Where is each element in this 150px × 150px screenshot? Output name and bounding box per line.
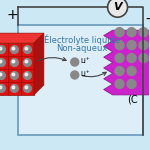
Text: Non-aqueux: Non-aqueux bbox=[56, 44, 107, 53]
FancyArrowPatch shape bbox=[37, 58, 66, 61]
Circle shape bbox=[139, 54, 148, 63]
Circle shape bbox=[0, 47, 2, 50]
Text: Li⁺: Li⁺ bbox=[81, 71, 90, 77]
Text: V: V bbox=[113, 2, 122, 12]
Circle shape bbox=[24, 59, 31, 66]
Text: Électrolyte liquide: Électrolyte liquide bbox=[44, 35, 120, 45]
Circle shape bbox=[25, 47, 28, 50]
Circle shape bbox=[139, 28, 148, 37]
Text: (C: (C bbox=[127, 95, 138, 105]
Circle shape bbox=[0, 46, 5, 54]
Circle shape bbox=[139, 41, 148, 50]
Circle shape bbox=[11, 85, 18, 92]
Circle shape bbox=[127, 67, 136, 75]
FancyBboxPatch shape bbox=[18, 25, 142, 135]
Circle shape bbox=[25, 73, 28, 76]
Circle shape bbox=[127, 54, 136, 63]
Circle shape bbox=[11, 59, 18, 66]
Polygon shape bbox=[104, 30, 150, 95]
Circle shape bbox=[115, 41, 124, 50]
Circle shape bbox=[127, 41, 136, 50]
Circle shape bbox=[0, 59, 5, 66]
Circle shape bbox=[115, 54, 124, 63]
Polygon shape bbox=[0, 33, 44, 43]
Bar bbox=[0, 43, 34, 95]
FancyArrowPatch shape bbox=[82, 72, 106, 77]
Circle shape bbox=[0, 85, 5, 92]
Circle shape bbox=[25, 60, 28, 63]
Text: -: - bbox=[145, 13, 150, 27]
Circle shape bbox=[12, 47, 15, 50]
Circle shape bbox=[71, 58, 79, 66]
Circle shape bbox=[12, 60, 15, 63]
Circle shape bbox=[115, 80, 124, 88]
Circle shape bbox=[71, 71, 79, 79]
Circle shape bbox=[0, 60, 2, 63]
Circle shape bbox=[127, 80, 136, 88]
Circle shape bbox=[11, 46, 18, 54]
Circle shape bbox=[108, 0, 128, 17]
Circle shape bbox=[0, 86, 2, 89]
Circle shape bbox=[24, 85, 31, 92]
Circle shape bbox=[127, 28, 136, 37]
Circle shape bbox=[24, 46, 31, 54]
Circle shape bbox=[0, 73, 2, 76]
Circle shape bbox=[25, 86, 28, 89]
Text: Li⁺: Li⁺ bbox=[81, 58, 90, 64]
Circle shape bbox=[24, 72, 31, 79]
Circle shape bbox=[115, 67, 124, 75]
Circle shape bbox=[12, 73, 15, 76]
Text: +: + bbox=[6, 8, 18, 22]
Circle shape bbox=[0, 72, 5, 79]
Circle shape bbox=[115, 28, 124, 37]
Circle shape bbox=[12, 86, 15, 89]
Polygon shape bbox=[34, 33, 44, 95]
Circle shape bbox=[11, 72, 18, 79]
